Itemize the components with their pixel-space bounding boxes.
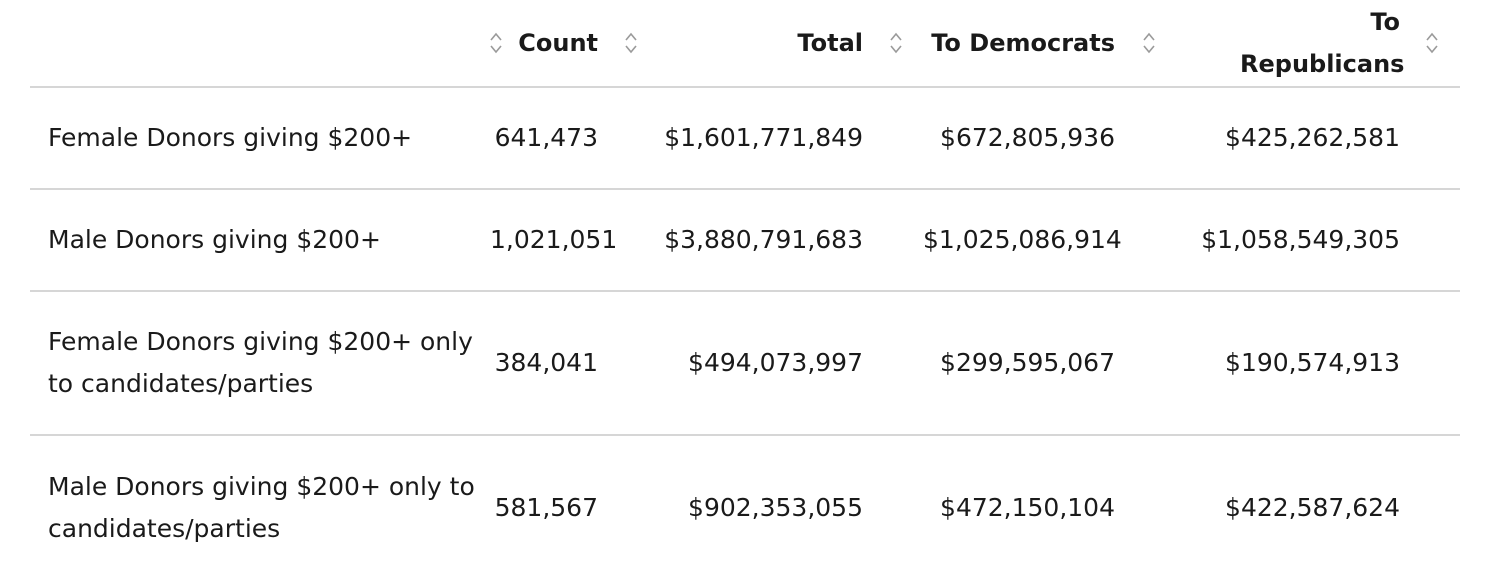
cell-to-republicans: $190,574,913	[1175, 291, 1460, 436]
cell-total: $1,601,771,849	[658, 87, 923, 190]
cell-count: 581,567	[494, 492, 598, 522]
cell-to-republicans: $422,587,624	[1225, 492, 1400, 522]
table-row: Male Donors giving $200+ 1,021,051 $3,88…	[30, 189, 1460, 292]
cell-to-democrats: $299,595,067	[923, 291, 1175, 436]
column-header-label[interactable]	[30, 0, 502, 88]
cell-total: $902,353,055	[688, 492, 863, 522]
cell-total: $3,880,791,683	[658, 189, 923, 292]
cell-to-democrats: $672,805,936	[923, 87, 1175, 190]
cell-to-republicans: $1,058,549,305	[1175, 189, 1460, 292]
column-header-total[interactable]: Total	[658, 0, 923, 88]
donors-table: Count Total To Democrats	[30, 0, 1460, 579]
column-header-to-democrats[interactable]: To Democrats	[923, 0, 1175, 88]
column-header-count[interactable]: Count	[490, 0, 658, 88]
cell-count: 384,041	[490, 291, 658, 436]
table-header-row: Count Total To Democrats	[30, 0, 1460, 88]
sort-updown-icon[interactable]	[1425, 30, 1439, 56]
cell-to-democrats: $472,150,104	[940, 492, 1115, 522]
row-label: Male Donors giving $200+	[30, 189, 490, 292]
cell-to-democrats: $1,025,086,914	[923, 189, 1175, 292]
column-header-to-republicans[interactable]: To Republicans	[1175, 0, 1460, 88]
cell-count: 641,473	[490, 87, 658, 190]
cell-to-republicans: $425,262,581	[1175, 87, 1460, 190]
row-label: Male Donors giving $200+ only to candida…	[48, 471, 475, 543]
row-label: Female Donors giving $200+	[30, 87, 490, 190]
sort-updown-icon[interactable]	[624, 30, 638, 56]
table-row: Male Donors giving $200+ only to candida…	[30, 435, 1460, 579]
row-label: Female Donors giving $200+ only to candi…	[30, 291, 490, 436]
sort-updown-icon[interactable]	[889, 30, 903, 56]
table-row: Female Donors giving $200+ 641,473 $1,60…	[30, 87, 1460, 190]
cell-total: $494,073,997	[658, 291, 923, 436]
donors-table-container: Count Total To Democrats	[30, 0, 1460, 579]
table-row: Female Donors giving $200+ only to candi…	[30, 291, 1460, 436]
cell-count: 1,021,051	[490, 189, 658, 292]
sort-updown-icon[interactable]	[1142, 30, 1156, 56]
